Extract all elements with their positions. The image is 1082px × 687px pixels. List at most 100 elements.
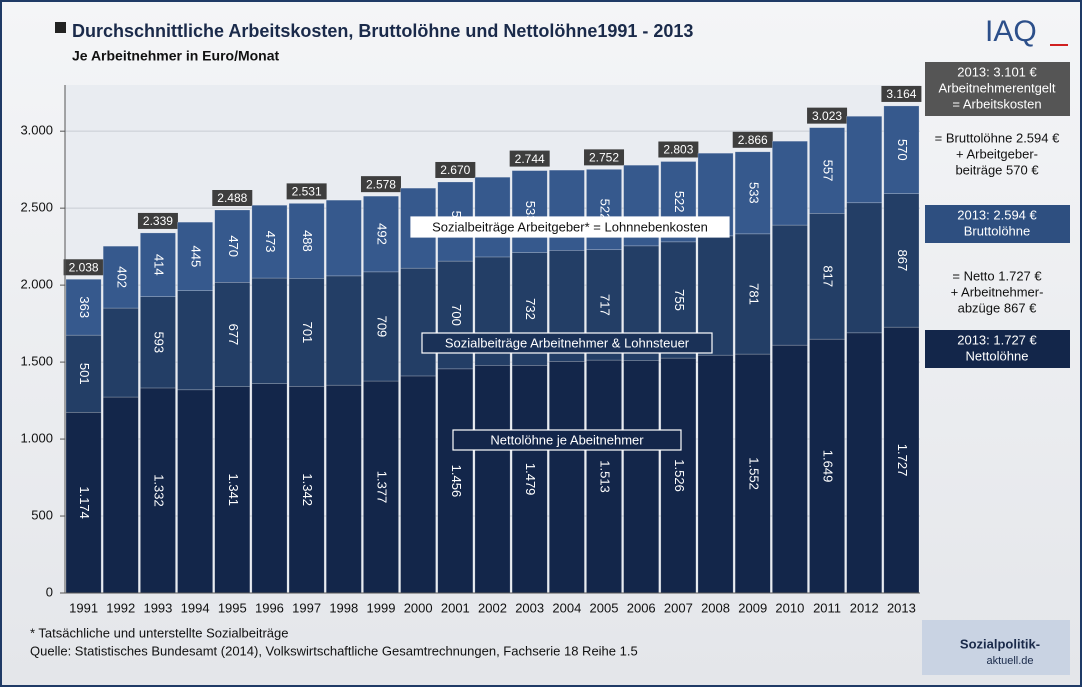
legend-box xyxy=(421,332,713,354)
bar-segment xyxy=(325,199,362,277)
segment-label: 473 xyxy=(263,231,278,253)
total-box xyxy=(584,149,625,166)
segment-label: 700 xyxy=(449,304,464,326)
x-tick-label: 2011 xyxy=(813,600,841,615)
note-text: = Arbeitskosten xyxy=(952,96,1041,111)
bar-segment xyxy=(177,290,213,391)
note-text: + Arbeitnehmer- xyxy=(951,284,1044,299)
segment-label: 1.332 xyxy=(151,474,166,507)
x-tick-label: 2008 xyxy=(701,600,730,615)
total-box xyxy=(286,183,327,200)
segment-label: 717 xyxy=(598,294,613,316)
total-label: 2.578 xyxy=(366,177,396,191)
x-tick-label: 1994 xyxy=(181,600,210,615)
segment-label: 522 xyxy=(598,199,613,221)
bar-segment xyxy=(809,213,845,340)
note-text: = Netto 1.727 € xyxy=(952,268,1042,283)
bar-segment xyxy=(251,383,288,594)
y-tick-label: 500 xyxy=(31,507,53,522)
total-label: 2.866 xyxy=(738,133,768,147)
x-tick-label: 1993 xyxy=(143,600,172,615)
chart-title: Durchschnittliche Arbeitskosten, Bruttol… xyxy=(72,21,693,41)
segment-label: 1.649 xyxy=(821,450,836,483)
bar-segment xyxy=(846,202,883,334)
total-box xyxy=(63,259,104,276)
segment-label: 732 xyxy=(523,298,538,320)
bar-segment xyxy=(697,354,734,594)
x-tick-label: 2000 xyxy=(404,600,433,615)
bar-segment xyxy=(288,203,325,279)
x-tick-label: 2013 xyxy=(887,600,916,615)
note-box xyxy=(925,62,1070,116)
note-text: Nettolöhne xyxy=(966,348,1029,363)
segment-label: 1.513 xyxy=(598,460,613,493)
x-tick-label: 2004 xyxy=(552,600,581,615)
segment-label: 522 xyxy=(672,191,687,213)
segment-label: 445 xyxy=(189,246,204,268)
bar-segment xyxy=(140,387,176,594)
segment-label: 867 xyxy=(895,250,910,272)
segment-label: 501 xyxy=(77,363,92,385)
legend-box xyxy=(452,429,682,451)
title-icon xyxy=(55,22,66,33)
segment-label: 557 xyxy=(821,160,836,182)
total-box xyxy=(435,161,476,178)
bar-segment xyxy=(586,359,622,594)
segment-label: 1.341 xyxy=(226,474,241,507)
total-box xyxy=(137,212,178,229)
total-label: 2.339 xyxy=(143,214,173,228)
y-tick-label: 1.000 xyxy=(20,430,53,445)
total-box xyxy=(658,141,699,158)
legend-label: Sozialbeiträge Arbeitnehmer & Lohnsteuer xyxy=(445,335,690,350)
note-text: 2013: 3.101 € xyxy=(957,64,1037,79)
bar-segment xyxy=(251,204,288,279)
bar-segment xyxy=(65,278,102,336)
note-text: abzüge 867 € xyxy=(958,300,1038,315)
footnote: * Tatsächliche und unterstellte Sozialbe… xyxy=(30,625,288,640)
x-tick-label: 2010 xyxy=(775,600,804,615)
bar-segment xyxy=(548,169,585,251)
total-label: 2.752 xyxy=(589,151,619,165)
x-tick-label: 2002 xyxy=(478,600,507,615)
bar-segment xyxy=(400,375,437,594)
bar-segment xyxy=(214,386,251,594)
source: Quelle: Statistisches Bundesamt (2014), … xyxy=(30,643,638,658)
total-label: 3.164 xyxy=(886,87,916,101)
x-tick-label: 2007 xyxy=(664,600,693,615)
segment-label: 701 xyxy=(300,322,315,344)
bar-segment xyxy=(288,386,325,594)
bar-segment xyxy=(437,368,474,594)
total-box xyxy=(212,189,253,206)
x-tick-label: 1996 xyxy=(255,600,284,615)
total-label: 2.038 xyxy=(69,260,99,274)
total-box xyxy=(807,107,848,124)
total-label: 3.023 xyxy=(812,109,842,123)
segment-label: 533 xyxy=(746,182,761,204)
bar-segment xyxy=(363,195,399,273)
note-box xyxy=(925,330,1070,368)
segment-label: 1.342 xyxy=(300,473,315,506)
note-text: 2013: 1.727 € xyxy=(957,332,1037,347)
bar-segment xyxy=(734,353,771,594)
bar-segment xyxy=(363,380,399,594)
logo: IAQ xyxy=(985,15,1037,48)
segment-label: 470 xyxy=(226,235,241,257)
segment-label: 1.479 xyxy=(523,463,538,496)
note-box xyxy=(925,205,1070,243)
bar-segment xyxy=(102,396,139,594)
bar-segment xyxy=(772,344,808,594)
bar-segment xyxy=(548,361,585,594)
legend-label: Sozialbeiträge Arbeitgeber* = Lohnnebenk… xyxy=(432,219,708,234)
bar-segment xyxy=(883,326,920,594)
total-label: 2.531 xyxy=(292,185,322,199)
segment-label: 755 xyxy=(672,289,687,311)
total-box xyxy=(732,131,773,148)
bar-segment xyxy=(177,389,213,594)
x-tick-label: 2006 xyxy=(627,600,656,615)
x-tick-label: 1997 xyxy=(292,600,321,615)
segment-label: 492 xyxy=(375,223,390,245)
bar-segment xyxy=(734,151,771,235)
bar-segment xyxy=(511,365,548,594)
y-tick-label: 3.000 xyxy=(20,123,53,138)
bar-segment xyxy=(660,357,697,594)
